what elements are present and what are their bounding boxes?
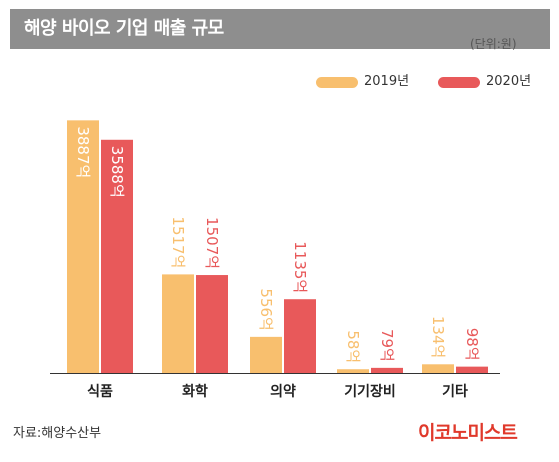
bar-2020 <box>456 366 488 373</box>
bar-2020 <box>101 139 133 373</box>
publisher-logo: 이코노미스트 <box>418 422 518 444</box>
category-label: 기기장비 <box>344 383 396 400</box>
data-label: 3887억 <box>74 126 92 178</box>
bar-2019 <box>67 120 99 373</box>
source-note: 자료:해양수산부 <box>13 426 102 441</box>
unit-label: (단위:원) <box>470 37 517 51</box>
bar-2020 <box>284 299 316 373</box>
data-label: 79억 <box>378 329 396 362</box>
bar-2019 <box>422 364 454 373</box>
data-label: 1507억 <box>203 217 221 269</box>
bar-2020 <box>371 367 403 373</box>
bar-2019 <box>337 369 369 373</box>
legend-swatch-2019 <box>316 77 358 88</box>
legend-swatch-2020 <box>438 77 480 88</box>
category-label: 화학 <box>182 384 208 400</box>
bar-2020 <box>196 275 228 373</box>
category-label: 의약 <box>270 383 296 400</box>
data-label: 58억 <box>344 330 362 363</box>
data-label: 1517억 <box>169 216 187 268</box>
data-label: 3588억 <box>108 146 126 198</box>
data-label: 1135억 <box>291 241 309 293</box>
data-label: 556억 <box>257 288 275 330</box>
category-label: 기타 <box>442 384 468 400</box>
chart-title: 해양 바이오 기업 매출 규모 <box>24 18 224 39</box>
title-bar: 해양 바이오 기업 매출 규모 <box>10 9 550 49</box>
bar-2019 <box>250 336 282 373</box>
data-label: 98억 <box>463 328 481 361</box>
category-label: 식품 <box>87 384 113 400</box>
data-label: 134억 <box>429 316 447 358</box>
legend-label-2020: 2020년 <box>486 74 532 89</box>
legend-label-2019: 2019년 <box>364 74 410 89</box>
bar-2019 <box>162 274 194 373</box>
